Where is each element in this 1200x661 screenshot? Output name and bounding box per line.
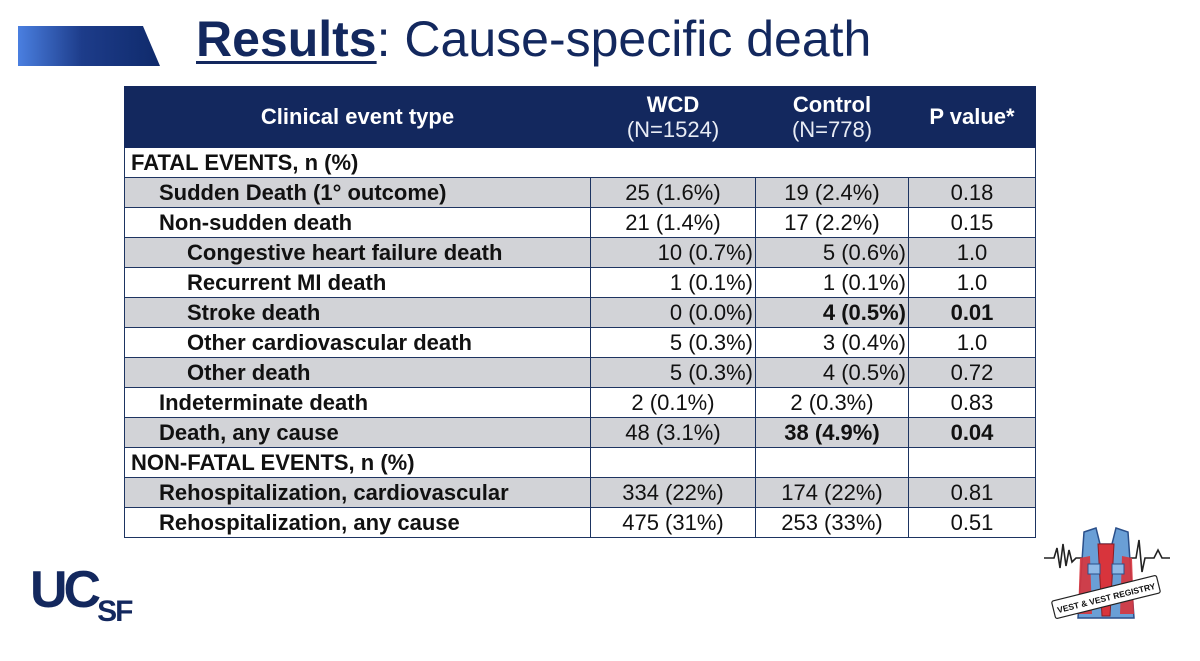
table-row: Rehospitalization, cardiovascular 334 (2… bbox=[124, 477, 1036, 508]
title-accent-bar bbox=[18, 26, 160, 66]
table-row: Recurrent MI death 1 (0.1%) 1 (0.1%) 1.0 bbox=[124, 267, 1036, 298]
row-label: Rehospitalization, cardiovascular bbox=[124, 477, 591, 508]
control-value: 19 (2.4%) bbox=[755, 177, 909, 208]
row-label: Death, any cause bbox=[124, 417, 591, 448]
control-value bbox=[755, 447, 909, 478]
p-value: 1.0 bbox=[908, 327, 1036, 358]
row-label: Recurrent MI death bbox=[124, 267, 591, 298]
wcd-value: 5 (0.3%) bbox=[590, 357, 756, 388]
wcd-value: 475 (31%) bbox=[590, 507, 756, 538]
ucsf-logo-uc: UC bbox=[30, 561, 101, 619]
results-table: Clinical event type WCD (N=1524) Control(… bbox=[124, 86, 1036, 538]
p-value bbox=[908, 447, 1036, 478]
vest-pocket bbox=[1111, 563, 1125, 575]
table-row: Death, any cause 48 (3.1%) 38 (4.9%) 0.0… bbox=[124, 417, 1036, 448]
header-wcd-n: (N=1524) bbox=[626, 117, 720, 142]
control-value: 3 (0.4%) bbox=[755, 327, 909, 358]
ucsf-logo-sf: SF bbox=[97, 595, 133, 628]
wcd-value: 1 (0.1%) bbox=[590, 267, 756, 298]
section-label-fatal: FATAL EVENTS, n (%) bbox=[124, 147, 1036, 178]
table-row: Other cardiovascular death 5 (0.3%) 3 (0… bbox=[124, 327, 1036, 358]
table-row: Indeterminate death 2 (0.1%) 2 (0.3%) 0.… bbox=[124, 387, 1036, 418]
p-value: 0.51 bbox=[908, 507, 1036, 538]
p-value: 1.0 bbox=[908, 237, 1036, 268]
table-row: Sudden Death (1° outcome) 25 (1.6%) 19 (… bbox=[124, 177, 1036, 208]
table-row: Non-sudden death 21 (1.4%) 17 (2.2%) 0.1… bbox=[124, 207, 1036, 238]
table-row: Congestive heart failure death 10 (0.7%)… bbox=[124, 237, 1036, 268]
wcd-value: 21 (1.4%) bbox=[590, 207, 756, 238]
header-p-value: P value* bbox=[908, 86, 1036, 148]
row-label: Non-sudden death bbox=[124, 207, 591, 238]
p-value: 0.01 bbox=[908, 297, 1036, 328]
wcd-value: 334 (22%) bbox=[590, 477, 756, 508]
row-label: Sudden Death (1° outcome) bbox=[124, 177, 591, 208]
table-row: Stroke death 0 (0.0%) 4 (0.5%) 0.01 bbox=[124, 297, 1036, 328]
ecg-trace-icon bbox=[1044, 543, 1088, 569]
wcd-value: 48 (3.1%) bbox=[590, 417, 756, 448]
control-value: 4 (0.5%) bbox=[755, 297, 909, 328]
control-value: 5 (0.6%) bbox=[755, 237, 909, 268]
row-label: Indeterminate death bbox=[124, 387, 591, 418]
wcd-value: 10 (0.7%) bbox=[590, 237, 756, 268]
wcd-value: 5 (0.3%) bbox=[590, 327, 756, 358]
header-wcd: WCD (N=1524) bbox=[590, 86, 756, 148]
row-label: Stroke death bbox=[124, 297, 591, 328]
wcd-value: 2 (0.1%) bbox=[590, 387, 756, 418]
p-value: 0.18 bbox=[908, 177, 1036, 208]
vest-banner bbox=[1051, 575, 1161, 619]
p-value: 0.72 bbox=[908, 357, 1036, 388]
p-value: 0.83 bbox=[908, 387, 1036, 418]
control-value: 38 (4.9%) bbox=[755, 417, 909, 448]
vest-pocket bbox=[1087, 563, 1101, 575]
header-row: Clinical event type WCD (N=1524) Control(… bbox=[124, 86, 1036, 148]
row-label: Congestive heart failure death bbox=[124, 237, 591, 268]
wcd-value: 0 (0.0%) bbox=[590, 297, 756, 328]
p-value: 1.0 bbox=[908, 267, 1036, 298]
wcd-value bbox=[590, 447, 756, 478]
p-value: 0.04 bbox=[908, 417, 1036, 448]
ecg-trace-icon bbox=[1128, 539, 1170, 573]
ucsf-logo: UCSF bbox=[30, 560, 133, 629]
control-value: 253 (33%) bbox=[755, 507, 909, 538]
control-value: 17 (2.2%) bbox=[755, 207, 909, 238]
control-value: 4 (0.5%) bbox=[755, 357, 909, 388]
control-value: 2 (0.3%) bbox=[755, 387, 909, 418]
p-value: 0.15 bbox=[908, 207, 1036, 238]
header-control: Control (N=778) bbox=[755, 86, 909, 148]
table-row: NON-FATAL EVENTS, n (%) bbox=[124, 447, 1036, 478]
table-header: Clinical event type WCD (N=1524) Control(… bbox=[124, 86, 1036, 148]
header-event-type: Clinical event type bbox=[124, 86, 591, 148]
control-value: 1 (0.1%) bbox=[755, 267, 909, 298]
vest-registry-logo: VEST & VEST REGISTRY bbox=[1044, 527, 1170, 619]
row-label: Other cardiovascular death bbox=[124, 327, 591, 358]
row-label: Rehospitalization, any cause bbox=[124, 507, 591, 538]
table-row: FATAL EVENTS, n (%) bbox=[124, 147, 1036, 178]
slide-title: Results: Cause-specific death bbox=[196, 10, 871, 68]
section-label-nonfatal: NON-FATAL EVENTS, n (%) bbox=[124, 447, 591, 478]
table-row: Other death 5 (0.3%) 4 (0.5%) 0.72 bbox=[124, 357, 1036, 388]
title-rest: : Cause-specific death bbox=[376, 11, 872, 67]
title-lead: Results bbox=[196, 11, 377, 67]
table-row: Rehospitalization, any cause 475 (31%) 2… bbox=[124, 507, 1036, 538]
row-label: Other death bbox=[124, 357, 591, 388]
header-control-n: (N=778) bbox=[791, 117, 873, 142]
wcd-value: 25 (1.6%) bbox=[590, 177, 756, 208]
p-value: 0.81 bbox=[908, 477, 1036, 508]
control-value: 174 (22%) bbox=[755, 477, 909, 508]
